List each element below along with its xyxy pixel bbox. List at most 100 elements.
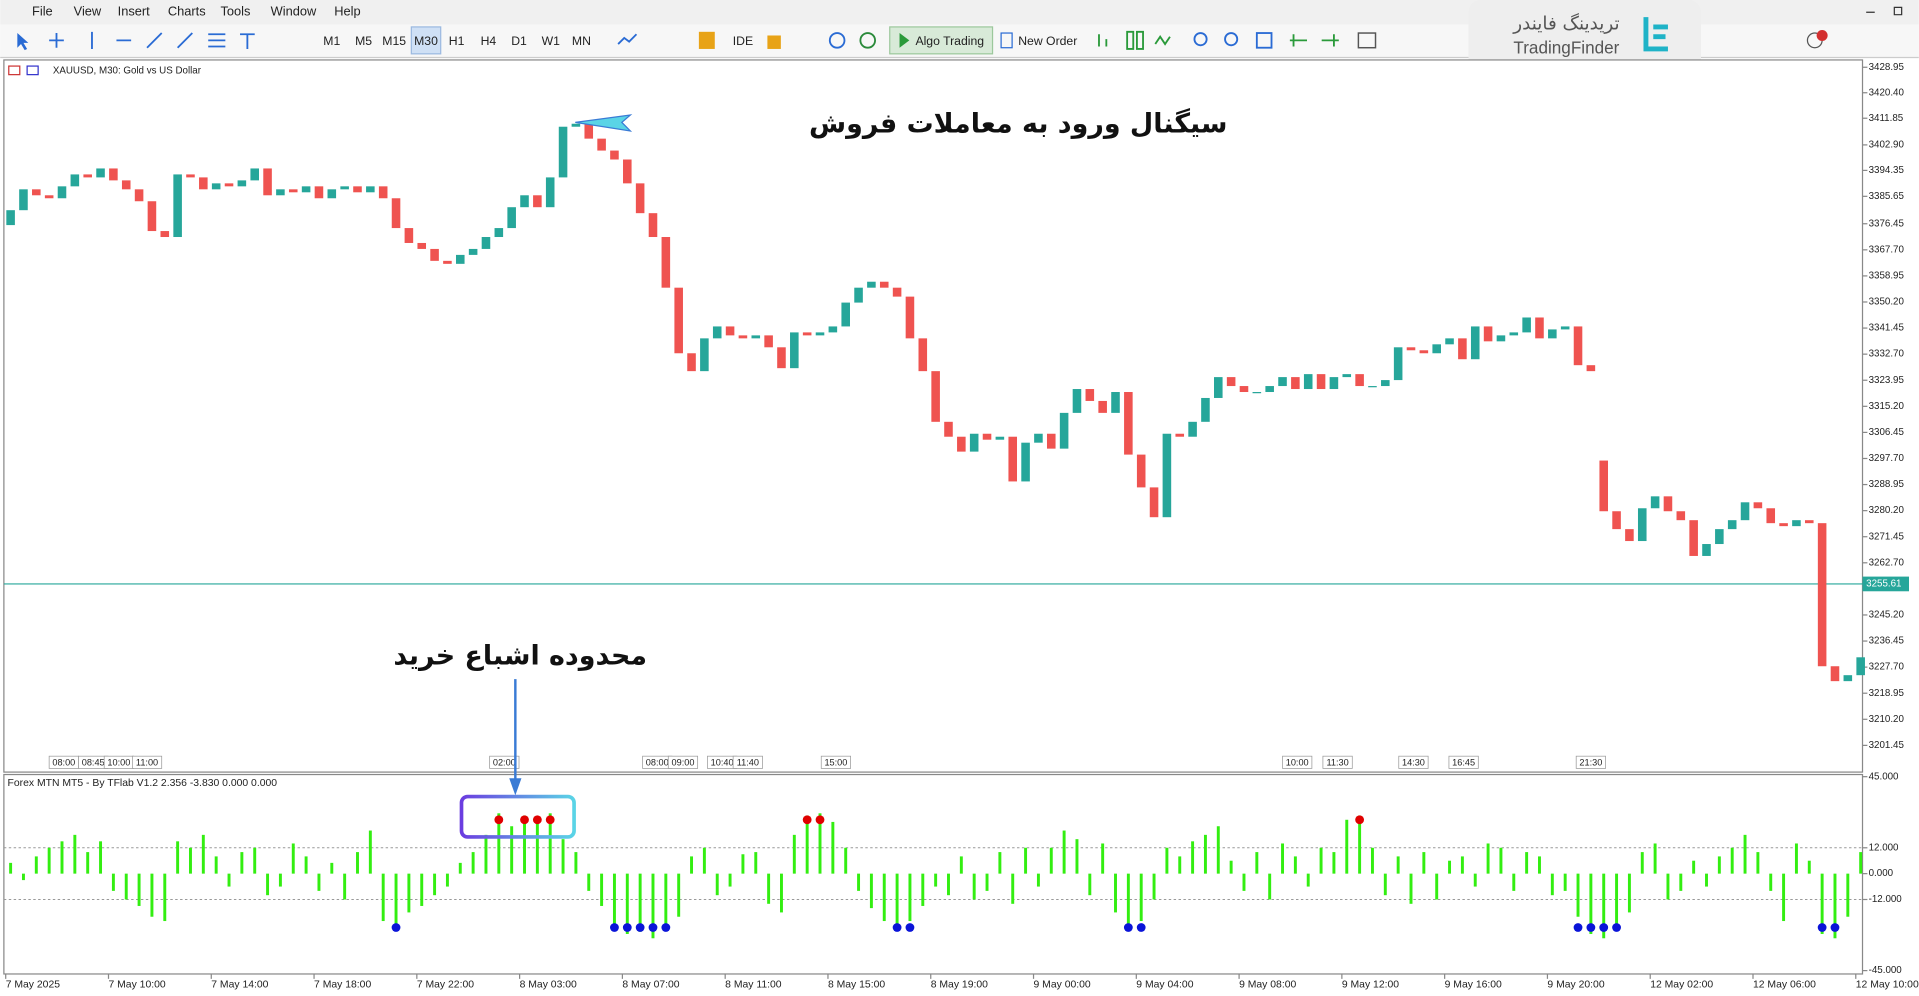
chart-type-icon[interactable] — [617, 33, 638, 45]
bar — [1268, 873, 1272, 900]
new-order-icon[interactable] — [1000, 32, 1013, 49]
candle-body — [1753, 502, 1763, 509]
candle-body — [276, 189, 285, 196]
timeframe-button[interactable]: W1 — [542, 34, 561, 48]
y-tick-label: 3402.90 — [1869, 139, 1905, 150]
time-label: 08:00 — [52, 757, 75, 767]
zoom-in-icon[interactable] — [1193, 32, 1208, 47]
candle-body — [1496, 335, 1506, 342]
zoom-out-icon[interactable] — [1224, 32, 1239, 47]
signal-dot — [1136, 923, 1146, 932]
candle-body — [1278, 377, 1287, 387]
timeframe-button[interactable]: MN — [572, 34, 591, 48]
menu-item[interactable]: Window — [271, 4, 317, 19]
candle-body — [1458, 338, 1467, 360]
bar — [1358, 815, 1362, 874]
timeframe-button[interactable]: D1 — [511, 34, 527, 48]
x-tick-label: 8 May 15:00 — [828, 980, 885, 991]
time-label: 10:40 — [711, 757, 734, 767]
bar — [1499, 847, 1503, 874]
time-label: 02:00 — [493, 757, 516, 767]
candle-body — [1509, 332, 1519, 336]
candle-body — [1830, 666, 1840, 682]
scroll-icons[interactable] — [1289, 34, 1339, 47]
bar — [638, 873, 642, 932]
bar — [1486, 843, 1490, 874]
timeframe-button[interactable]: M15 — [382, 34, 406, 48]
cursor-icon[interactable] — [17, 33, 29, 51]
candle-body — [1573, 326, 1583, 366]
candle-body — [1316, 374, 1326, 390]
timeframe-button[interactable]: M30 — [414, 34, 438, 48]
time-label: 08:00 — [646, 757, 669, 767]
candle-body — [1637, 508, 1647, 542]
market-icon[interactable] — [698, 31, 715, 49]
lock-icon[interactable] — [767, 35, 781, 49]
timeframe-button[interactable]: M1 — [323, 34, 340, 48]
bar — [240, 852, 244, 874]
bar — [137, 873, 141, 906]
candle-body — [32, 189, 41, 196]
bar — [60, 841, 64, 874]
bar — [1332, 852, 1336, 874]
timeframe-button[interactable]: M5 — [355, 34, 372, 48]
bar — [1460, 856, 1464, 874]
menu-item[interactable]: Help — [334, 4, 360, 19]
candle-body — [1226, 377, 1236, 387]
candle-body — [211, 183, 221, 190]
candle-body — [1124, 392, 1133, 455]
time-label: 11:40 — [737, 757, 759, 767]
time-label: 14:30 — [1402, 757, 1425, 767]
x-tick-label: 12 May 02:00 — [1650, 980, 1713, 991]
timeframe-button[interactable]: H4 — [481, 34, 497, 48]
candle-body — [1715, 529, 1724, 545]
candle-body — [83, 174, 92, 178]
bar — [497, 813, 501, 874]
candle-body — [1419, 350, 1429, 354]
notification-badge — [1816, 29, 1828, 41]
timeframe-button[interactable]: H1 — [449, 34, 465, 48]
bar — [1114, 873, 1117, 913]
new-order-label[interactable]: New Order — [1018, 34, 1077, 48]
bar — [882, 873, 886, 922]
candle-body — [1355, 374, 1364, 387]
chart-style-icons[interactable] — [1098, 30, 1171, 50]
active-timeframe-bg — [410, 26, 442, 55]
signals-icon[interactable] — [828, 32, 846, 49]
menu-item[interactable]: Tools — [220, 4, 250, 19]
bar — [214, 856, 218, 874]
candle-body — [738, 335, 748, 339]
candle-body — [764, 335, 773, 348]
candle-body — [879, 281, 889, 288]
window-controls[interactable] — [1866, 6, 1903, 16]
candle-body — [1689, 520, 1698, 556]
y-tick-label: 3341.45 — [1869, 323, 1905, 334]
y-tick-label: -45.000 — [1869, 965, 1903, 976]
vps-icon[interactable] — [859, 32, 876, 49]
bar — [831, 821, 835, 874]
candle-body — [237, 180, 247, 187]
y-tick-label: 3332.70 — [1869, 349, 1905, 360]
drawing-tools[interactable] — [91, 31, 255, 49]
bar — [947, 873, 950, 896]
menu-item[interactable]: File — [32, 4, 53, 19]
candle-body — [777, 347, 786, 369]
candle-body — [584, 123, 594, 139]
menu-item[interactable]: Insert — [118, 4, 151, 19]
bar — [792, 834, 796, 874]
menu-item[interactable]: Charts — [168, 4, 206, 19]
tile-icon[interactable] — [1255, 32, 1273, 49]
screenshot-icon[interactable] — [1357, 32, 1377, 49]
algo-trading-label[interactable]: Algo Trading — [915, 34, 984, 48]
signal-dot — [1573, 923, 1583, 932]
ide-button[interactable]: IDE — [733, 34, 753, 48]
bar — [291, 843, 295, 874]
candle-body — [288, 189, 298, 193]
y-tick-label: 45.000 — [1869, 771, 1899, 782]
menu-item[interactable]: View — [74, 4, 102, 19]
candle-body — [1265, 386, 1274, 393]
x-tick-label: 12 May 10:00 — [1856, 980, 1919, 991]
crosshair-icon[interactable] — [49, 33, 64, 48]
bar — [1216, 826, 1220, 874]
